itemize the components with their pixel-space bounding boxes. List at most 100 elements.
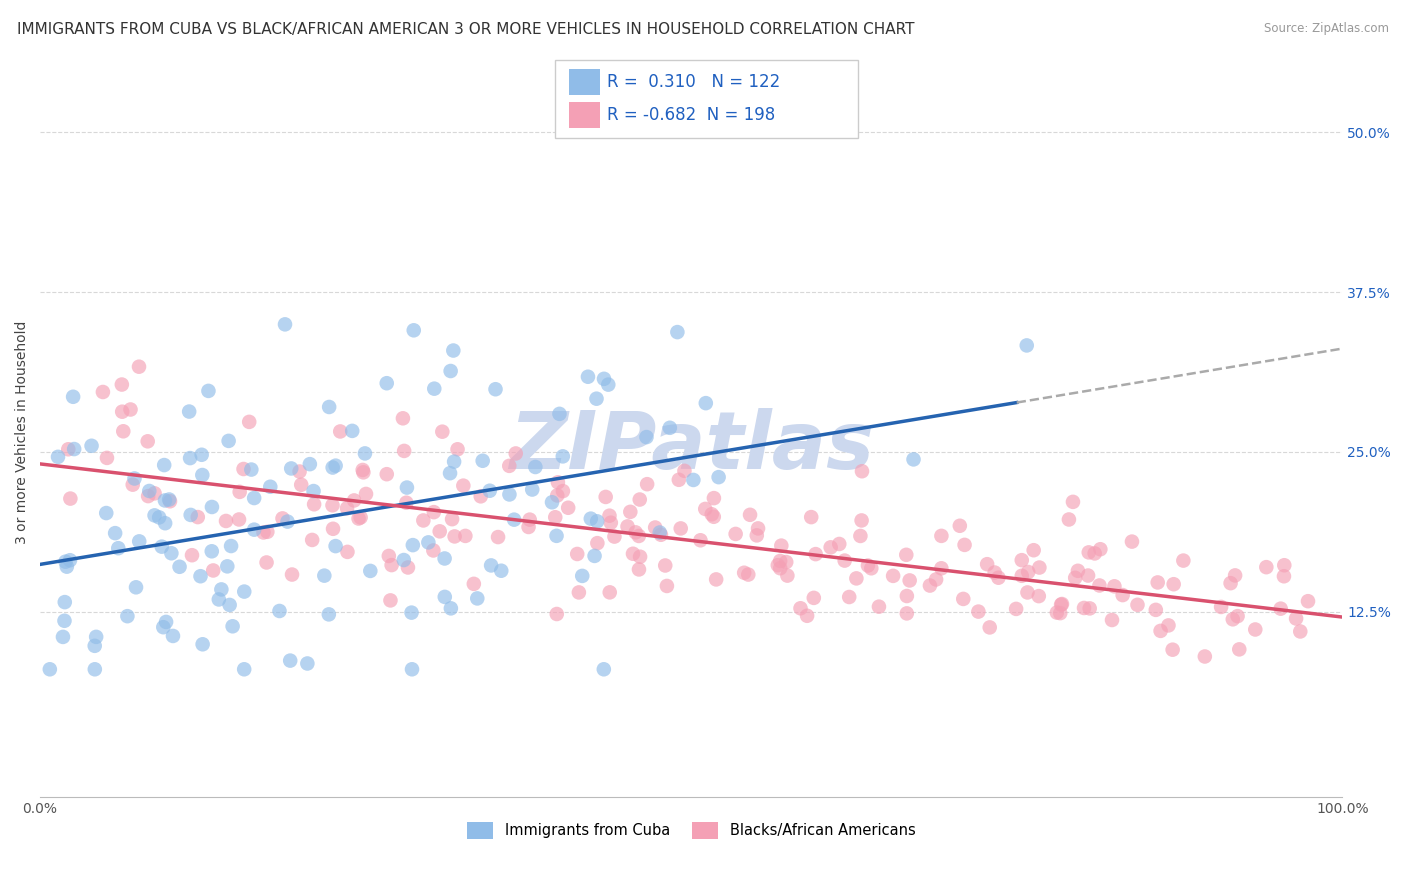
Point	[655, 579, 678, 593]
Point	[896, 548, 918, 562]
Point	[301, 533, 323, 547]
Point	[931, 529, 953, 543]
Point	[668, 473, 690, 487]
Point	[707, 470, 730, 484]
Point	[38, 662, 60, 676]
Point	[401, 662, 423, 676]
Point	[395, 481, 418, 495]
Point	[1121, 534, 1143, 549]
Point	[598, 377, 620, 392]
Point	[776, 568, 799, 582]
Point	[598, 508, 620, 523]
Point	[579, 511, 602, 525]
Point	[544, 510, 567, 524]
Point	[1289, 624, 1312, 639]
Point	[498, 458, 520, 473]
Point	[1046, 606, 1069, 620]
Point	[288, 465, 311, 479]
Text: Source: ZipAtlas.com: Source: ZipAtlas.com	[1264, 22, 1389, 36]
Point	[240, 462, 263, 476]
Point	[1209, 599, 1232, 614]
Point	[546, 607, 568, 621]
Point	[1073, 601, 1095, 615]
Point	[903, 452, 925, 467]
Point	[703, 491, 725, 505]
Point	[143, 508, 166, 523]
Point	[191, 468, 214, 483]
Point	[322, 460, 344, 475]
Point	[704, 573, 727, 587]
Point	[120, 402, 142, 417]
Point	[1111, 588, 1133, 602]
Point	[349, 510, 371, 524]
Point	[243, 523, 266, 537]
Point	[585, 392, 607, 406]
Point	[84, 630, 107, 644]
Point	[1049, 606, 1071, 620]
Point	[297, 657, 319, 671]
Point	[1050, 597, 1073, 611]
Point	[1219, 576, 1241, 591]
Point	[56, 559, 79, 574]
Point	[568, 585, 591, 599]
Point	[1077, 568, 1099, 582]
Point	[128, 359, 150, 374]
Point	[1062, 495, 1084, 509]
Point	[766, 558, 789, 573]
Point	[551, 484, 574, 499]
Point	[180, 508, 202, 522]
Point	[486, 530, 509, 544]
Point	[1227, 642, 1250, 657]
Point	[616, 519, 638, 533]
Point	[576, 369, 599, 384]
Point	[143, 486, 166, 500]
Point	[673, 464, 696, 478]
Point	[595, 490, 617, 504]
Point	[976, 557, 998, 571]
Point	[274, 318, 297, 332]
Point	[1161, 642, 1184, 657]
Point	[838, 590, 860, 604]
Point	[217, 559, 239, 574]
Point	[153, 493, 176, 508]
Point	[1084, 546, 1107, 560]
Point	[153, 458, 176, 472]
Point	[1157, 618, 1180, 632]
Point	[1149, 624, 1171, 638]
Point	[290, 477, 312, 491]
Point	[53, 595, 76, 609]
Point	[517, 520, 540, 534]
Point	[733, 566, 755, 580]
Point	[375, 467, 398, 482]
Point	[804, 547, 827, 561]
Point	[546, 529, 568, 543]
Point	[648, 525, 671, 540]
Point	[440, 364, 463, 378]
Point	[228, 512, 250, 526]
Point	[800, 510, 823, 524]
Point	[845, 571, 868, 585]
Point	[624, 525, 647, 540]
Point	[321, 498, 343, 512]
Point	[1222, 612, 1244, 626]
Point	[412, 513, 434, 527]
Point	[125, 580, 148, 594]
Point	[599, 585, 621, 599]
Point	[395, 496, 418, 510]
Point	[803, 591, 825, 605]
Point	[627, 562, 650, 576]
Point	[181, 548, 204, 562]
Point	[197, 384, 219, 398]
Point	[931, 561, 953, 575]
Point	[190, 448, 212, 462]
Point	[551, 450, 574, 464]
Point	[62, 390, 84, 404]
Point	[402, 323, 425, 337]
Point	[478, 483, 501, 498]
Point	[228, 484, 250, 499]
Point	[453, 478, 475, 492]
Point	[318, 607, 340, 622]
Point	[423, 382, 446, 396]
Point	[747, 521, 769, 535]
Point	[111, 405, 134, 419]
